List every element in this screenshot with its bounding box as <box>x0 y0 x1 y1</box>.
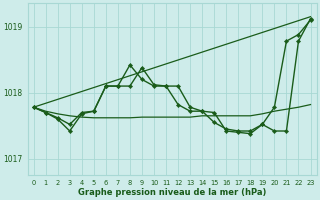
X-axis label: Graphe pression niveau de la mer (hPa): Graphe pression niveau de la mer (hPa) <box>78 188 266 197</box>
